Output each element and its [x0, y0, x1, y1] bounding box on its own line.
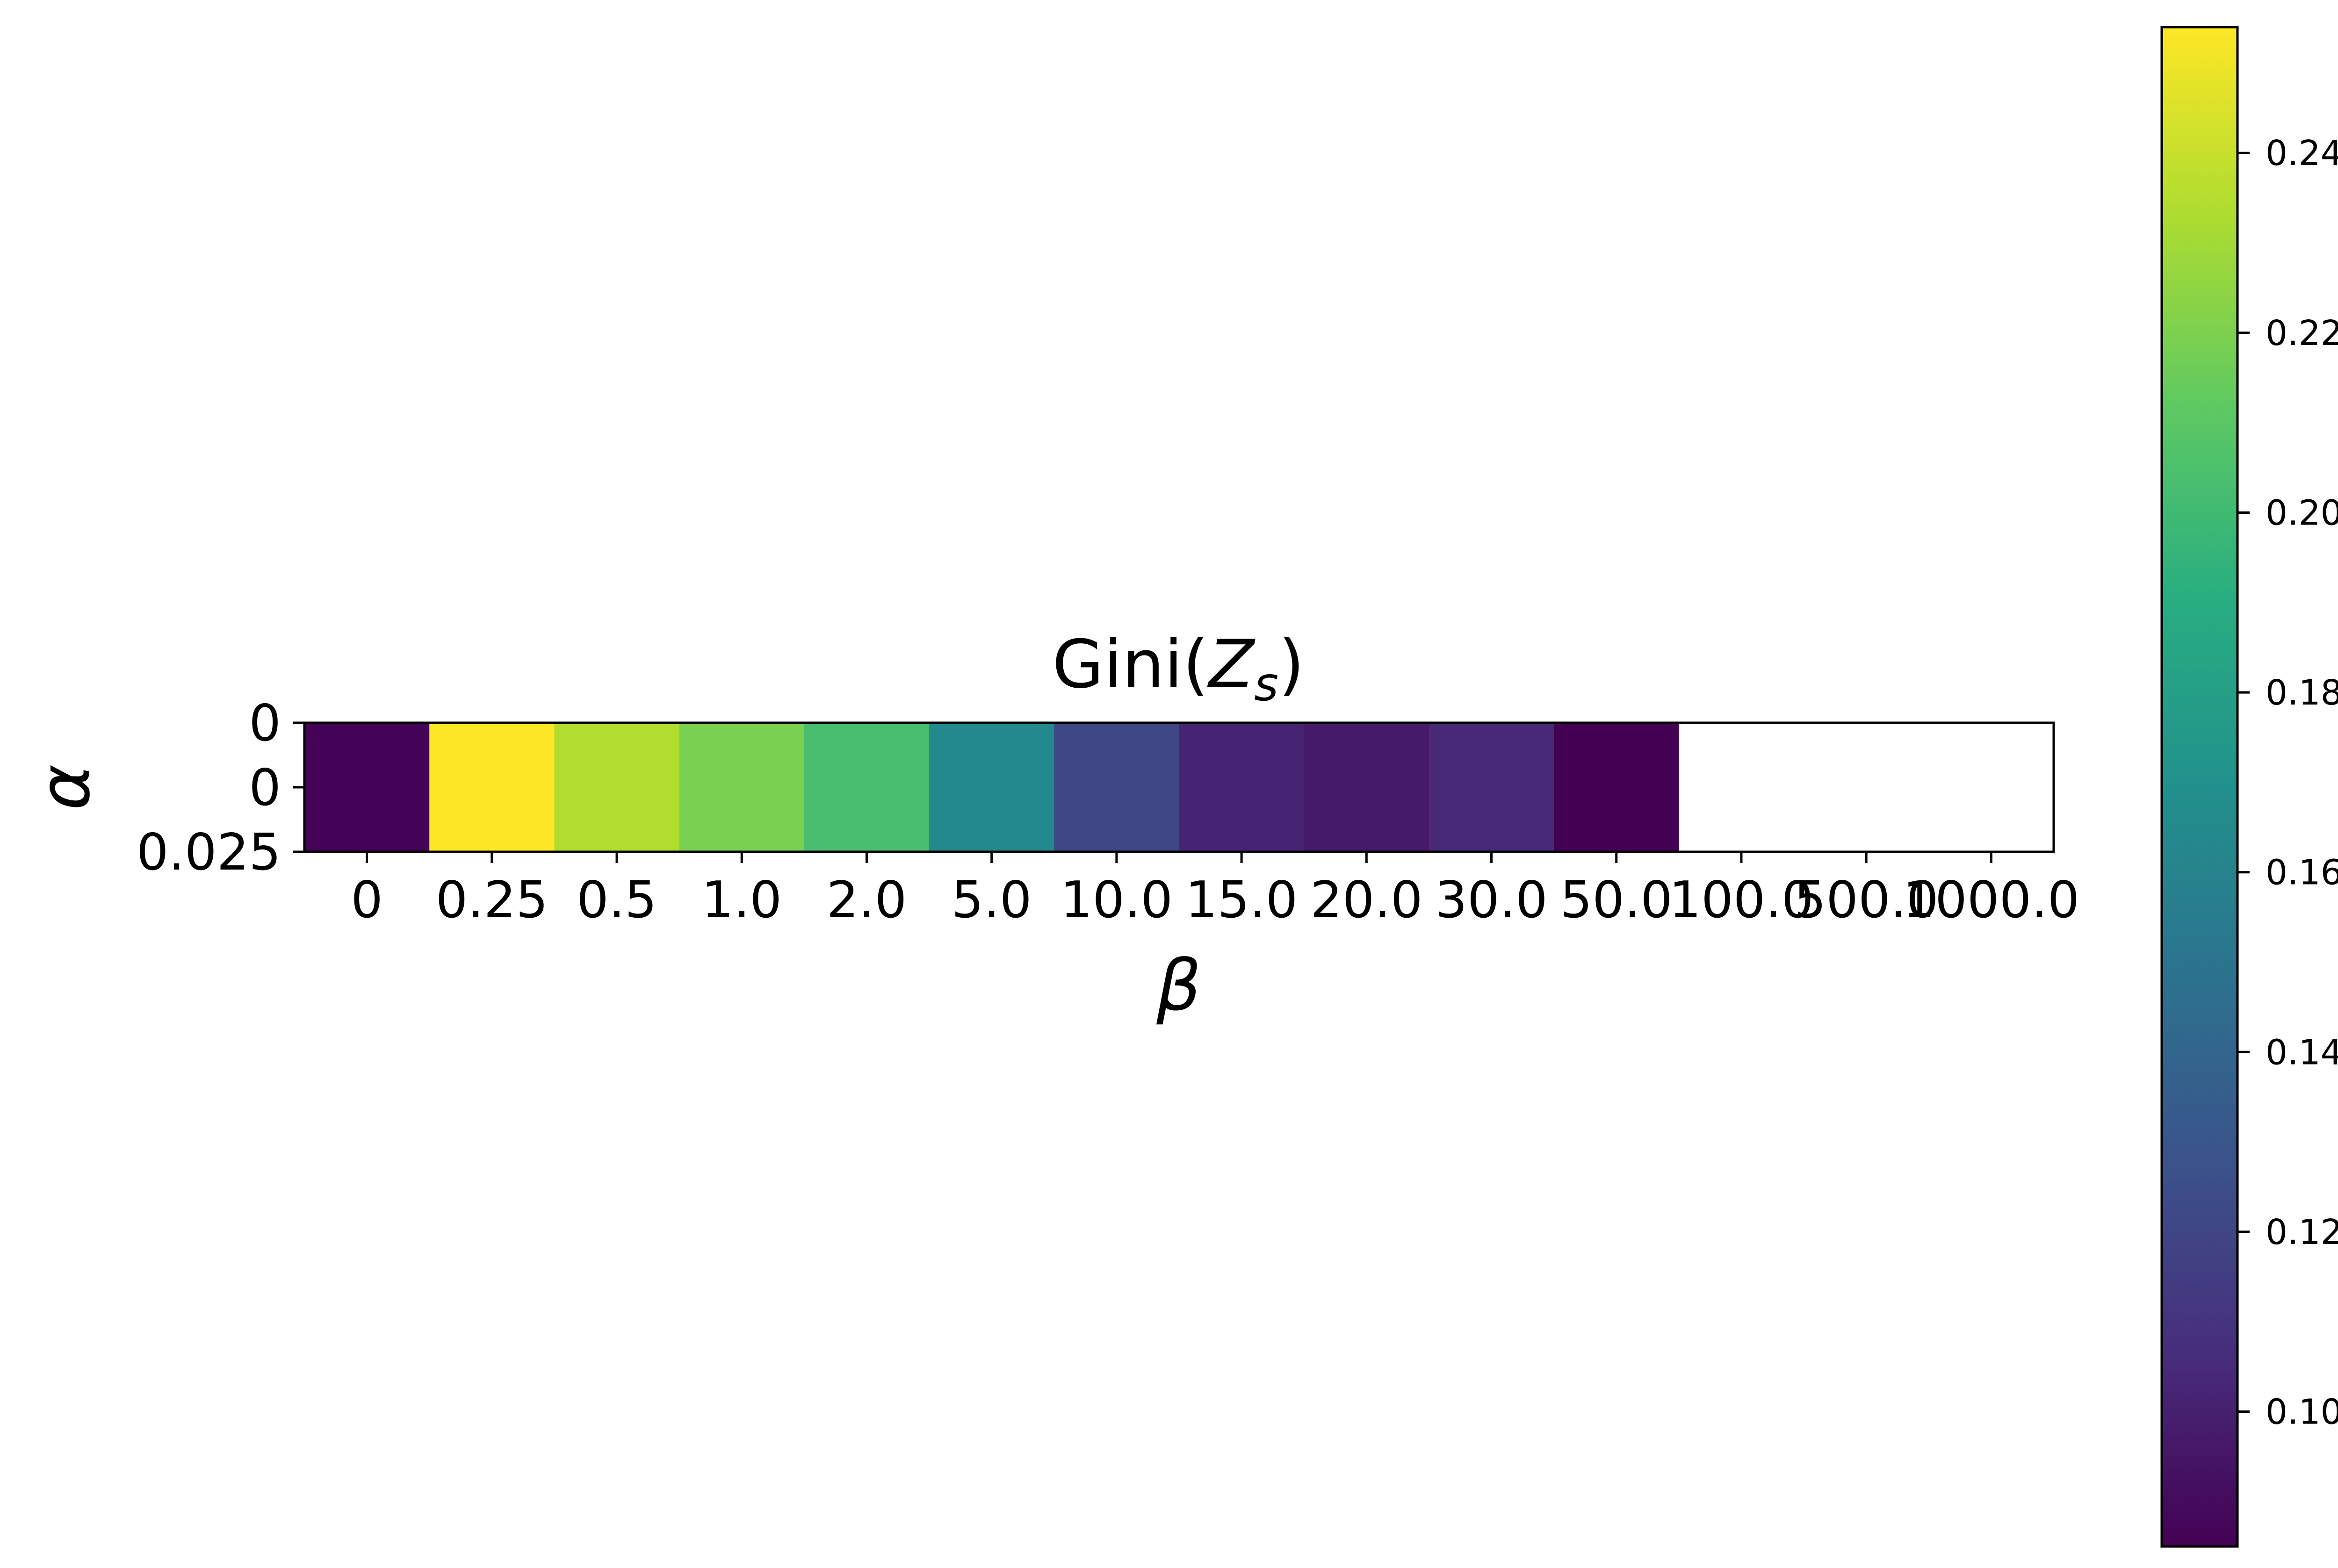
x-tick-label: 100.0 — [1669, 871, 1813, 929]
colorbar-tick-label: 0.16 — [2266, 853, 2338, 893]
colorbar-tick-label: 0.24 — [2266, 133, 2338, 173]
heatmap-cell — [1179, 723, 1305, 852]
heatmap-cell — [554, 723, 679, 852]
colorbar-tick-label: 0.22 — [2266, 313, 2338, 353]
x-tick-label: 1.0 — [701, 871, 782, 929]
heatmap-cell — [1429, 723, 1554, 852]
x-tick-label: 20.0 — [1310, 871, 1422, 929]
colorbar-tick-label: 0.10 — [2266, 1392, 2338, 1432]
x-tick-label: 0 — [351, 871, 383, 929]
y-tick-label: 0 — [249, 759, 281, 817]
colorbar-tick-label: 0.20 — [2266, 493, 2338, 533]
x-tick-label: 15.0 — [1185, 871, 1298, 929]
chart-title: Gini(Zs) — [1052, 626, 1304, 712]
colorbar-ticks — [2237, 153, 2250, 1411]
heatmap-cell — [1554, 723, 1679, 852]
heatmap-cell — [429, 723, 555, 852]
x-tick-label: 5.0 — [952, 871, 1032, 929]
y-tick-label: 0 — [249, 694, 281, 753]
y-axis-label: α — [24, 764, 106, 811]
x-tick-label: 1000.0 — [1903, 871, 2079, 929]
heatmap-cell — [1054, 723, 1179, 852]
heatmap-cell — [929, 723, 1054, 852]
x-axis-label: β — [1156, 945, 1201, 1027]
x-tick-label: 10.0 — [1061, 871, 1173, 929]
y-axis-tick-labels: 0 0 0.025 — [137, 694, 281, 882]
x-axis-ticks — [367, 852, 1992, 863]
colorbar-tick-label: 0.18 — [2266, 673, 2338, 713]
heatmap-cells — [304, 723, 2054, 852]
x-axis-tick-labels: 0 0.25 0.5 1.0 2.0 5.0 10.0 15.0 20.0 30.0 50.0100… — [351, 871, 2079, 929]
heatmap-cell — [679, 723, 805, 852]
heatmap-cell — [1929, 723, 2054, 852]
y-axis-ticks — [293, 723, 304, 852]
heatmap-cell — [1304, 723, 1429, 852]
x-tick-label: 50.0 — [1560, 871, 1673, 929]
x-tick-label: 0.25 — [436, 871, 548, 929]
colorbar — [2162, 27, 2237, 1546]
colorbar-tick-labels: 0.10 0.12 0.14 0.16 0.18 0.20 0.22 0.24 — [2266, 133, 2338, 1432]
heatmap-cell — [1804, 723, 1929, 852]
y-tick-label: 0.025 — [137, 823, 281, 882]
heatmap-cell — [804, 723, 930, 852]
x-tick-label: 0.5 — [577, 871, 657, 929]
x-tick-label: 2.0 — [827, 871, 907, 929]
x-tick-label: 30.0 — [1435, 871, 1547, 929]
colorbar-tick-label: 0.14 — [2266, 1032, 2338, 1072]
heatmap-cell — [1679, 723, 1804, 852]
colorbar-tick-label: 0.12 — [2266, 1212, 2338, 1252]
heatmap-cell — [304, 723, 430, 852]
